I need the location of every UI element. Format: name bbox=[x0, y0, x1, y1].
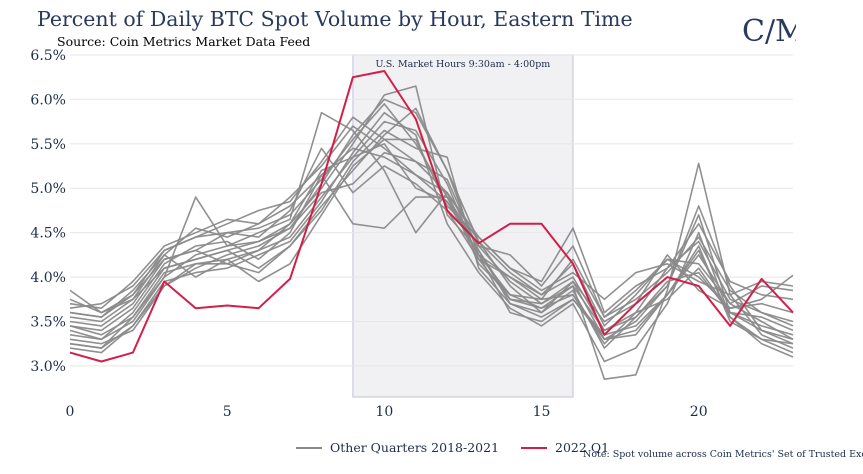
series-line-other-quarter bbox=[69, 120, 794, 381]
y-tick-label: 4.0% bbox=[30, 270, 66, 286]
legend-swatch-other bbox=[296, 446, 322, 449]
coin-metrics-logo: C/M bbox=[742, 14, 796, 48]
annotations: U.S. Market Hours 9:30am - 4:00pm bbox=[376, 59, 551, 70]
y-tick-label: 6.5% bbox=[30, 48, 66, 64]
axis-labels: 3.0% 3.5% 4.0% 4.5% 5.0% 5.5% 6.0% 6.5% 0 5 10 15 20 bbox=[30, 48, 707, 420]
legend-label-other: Other Quarters 2018-2021 bbox=[330, 440, 500, 455]
legend-label-2022q1: 2022 Q1 bbox=[555, 440, 610, 455]
x-tick-label: 20 bbox=[690, 404, 708, 420]
legend: Other Quarters 2018-2021 2022 Q1 bbox=[296, 440, 631, 455]
y-tick-label: 5.0% bbox=[30, 181, 66, 197]
series-line-other-quarter bbox=[69, 111, 794, 363]
footnote: Note: Spot volume across Coin Metrics' S… bbox=[583, 449, 863, 460]
series-line-other-quarter bbox=[69, 125, 794, 310]
series-lines bbox=[69, 70, 794, 381]
x-tick-label: 0 bbox=[66, 404, 75, 420]
x-tick-label: 15 bbox=[533, 404, 551, 420]
series-line-other-quarter bbox=[69, 174, 794, 323]
legend-item-2022q1: 2022 Q1 bbox=[521, 440, 609, 455]
series-line-other-quarter bbox=[69, 111, 794, 336]
series-line-2022-q1 bbox=[69, 70, 794, 363]
series-line-other-quarter bbox=[69, 129, 794, 349]
series-line-other-quarter bbox=[69, 143, 794, 332]
chart-title: Percent of Daily BTC Spot Volume by Hour… bbox=[37, 7, 633, 31]
chart-subtitle: Source: Coin Metrics Market Data Feed bbox=[57, 34, 311, 49]
y-tick-label: 3.0% bbox=[30, 359, 66, 375]
y-tick-label: 4.5% bbox=[30, 226, 66, 242]
y-tick-label: 6.0% bbox=[30, 92, 66, 108]
y-tick-label: 3.5% bbox=[30, 314, 66, 330]
series-line-other-quarter bbox=[69, 151, 794, 341]
legend-swatch-2022q1 bbox=[521, 446, 548, 449]
market-hours-label: U.S. Market Hours 9:30am - 4:00pm bbox=[376, 59, 551, 70]
x-tick-label: 5 bbox=[223, 404, 232, 420]
y-tick-label: 5.5% bbox=[30, 137, 66, 153]
logo-text: C/M bbox=[742, 14, 796, 48]
legend-item-other: Other Quarters 2018-2021 bbox=[296, 440, 499, 455]
x-tick-label: 10 bbox=[375, 404, 393, 420]
